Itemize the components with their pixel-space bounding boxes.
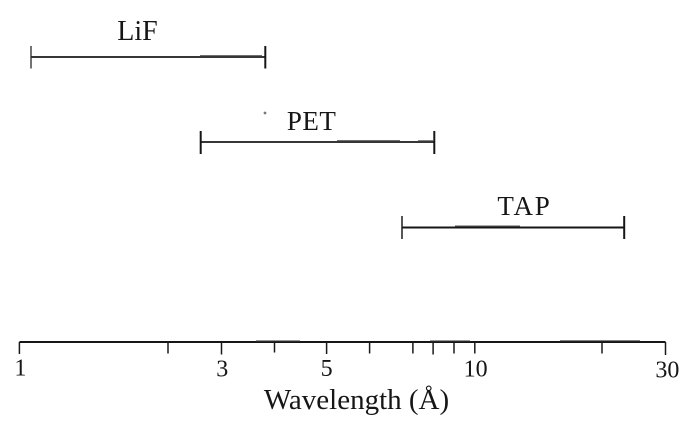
svg-text:LiF: LiF xyxy=(117,16,157,47)
svg-text:30: 30 xyxy=(655,357,679,383)
svg-text:PET: PET xyxy=(287,106,337,136)
svg-text:3: 3 xyxy=(216,356,228,382)
svg-text:5: 5 xyxy=(321,356,333,382)
svg-text:TAP: TAP xyxy=(497,191,551,221)
svg-text:Wavelength (Å): Wavelength (Å) xyxy=(264,384,449,416)
svg-text:1: 1 xyxy=(14,356,26,382)
svg-text:10: 10 xyxy=(464,356,488,382)
